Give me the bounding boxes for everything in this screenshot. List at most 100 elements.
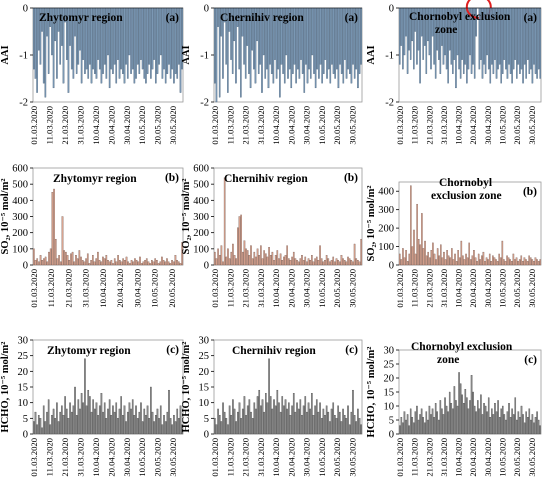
data-bar bbox=[95, 402, 98, 435]
data-bar bbox=[85, 258, 87, 266]
data-bar bbox=[340, 421, 343, 435]
data-bar bbox=[522, 261, 524, 266]
data-bar bbox=[425, 255, 428, 266]
data-bar bbox=[490, 261, 493, 266]
y-tick-label: 0 bbox=[204, 4, 209, 15]
data-bar bbox=[511, 261, 513, 266]
x-tick-label: 21.03.2020 bbox=[60, 438, 70, 477]
data-bar bbox=[464, 389, 467, 435]
data-bar bbox=[94, 408, 96, 435]
x-tick-label: 30.04.2020 bbox=[483, 269, 493, 308]
data-bar bbox=[279, 411, 282, 435]
data-bar bbox=[66, 255, 69, 266]
data-bar bbox=[167, 261, 170, 266]
y-axis-label: SO₂, 10⁻⁵ mol/m² bbox=[181, 179, 192, 255]
y-tick-label: 0 bbox=[389, 261, 394, 272]
data-bar bbox=[71, 251, 74, 266]
data-bar bbox=[92, 255, 94, 266]
data-bar bbox=[493, 257, 496, 266]
y-tick-label: 25 bbox=[199, 351, 210, 362]
data-bar bbox=[478, 408, 481, 435]
panel-title: Chornobyl exclusion zone bbox=[411, 341, 513, 366]
y-axis-label: AAI bbox=[0, 45, 11, 64]
data-bar bbox=[137, 261, 140, 266]
y-tick-label: 5 bbox=[389, 416, 394, 427]
data-bar bbox=[266, 402, 269, 435]
x-tick-label: 20.04.2020 bbox=[106, 438, 116, 477]
title-line: Chornobyl bbox=[439, 177, 492, 189]
x-tick-label: 20.04.2020 bbox=[286, 269, 296, 308]
data-bar bbox=[286, 245, 288, 266]
data-bar bbox=[408, 425, 410, 435]
data-bar bbox=[539, 425, 541, 435]
x-tick-label: 01.03.2020 bbox=[29, 269, 39, 308]
data-bar bbox=[402, 422, 404, 435]
data-bar bbox=[271, 408, 274, 435]
data-bar bbox=[51, 192, 54, 266]
data-bar bbox=[324, 7, 327, 60]
data-bar bbox=[34, 259, 37, 266]
data-bar bbox=[338, 411, 341, 435]
data-bar bbox=[475, 411, 478, 435]
data-bar bbox=[214, 418, 216, 435]
y-tick-label: 20 bbox=[384, 374, 395, 385]
data-bar bbox=[332, 402, 335, 435]
data-bar bbox=[70, 411, 73, 435]
data-bar bbox=[421, 213, 423, 266]
x-tick-label: 01.03.2020 bbox=[210, 269, 220, 308]
data-bar bbox=[441, 408, 443, 435]
data-bar bbox=[218, 255, 221, 266]
y-tick-label: 25 bbox=[18, 351, 29, 362]
title-line: zone bbox=[435, 24, 457, 36]
data-bar bbox=[146, 405, 149, 435]
data-bar bbox=[321, 7, 323, 84]
x-tick-label: 30.05.2020 bbox=[527, 269, 537, 308]
x-tick-label: 20.05.2020 bbox=[153, 106, 163, 145]
data-bar bbox=[526, 417, 529, 435]
data-bar bbox=[151, 411, 154, 435]
data-bar bbox=[113, 258, 116, 266]
data-bar bbox=[329, 7, 332, 84]
y-tick-label: 100 bbox=[378, 242, 394, 253]
y-axis-label: HCHO, 10⁻⁵ mol/m² bbox=[181, 342, 192, 433]
data-bar bbox=[439, 400, 442, 435]
data-bar bbox=[228, 258, 231, 266]
data-bar bbox=[284, 255, 287, 266]
data-bar bbox=[403, 7, 406, 56]
data-bar bbox=[238, 216, 241, 266]
data-bar bbox=[248, 399, 251, 435]
data-bar bbox=[484, 261, 486, 266]
data-bar bbox=[75, 255, 77, 266]
x-tick-label: 11.03.2020 bbox=[225, 106, 235, 144]
data-bar bbox=[469, 400, 471, 435]
x-tick-label: 21.03.2020 bbox=[241, 269, 251, 308]
data-bar bbox=[360, 424, 362, 435]
data-bar bbox=[258, 389, 261, 435]
y-axis-label: HCHO, 10⁻⁵ mol/m² bbox=[0, 342, 11, 433]
data-bar bbox=[110, 259, 113, 266]
data-bar bbox=[256, 396, 259, 435]
data-bar bbox=[118, 259, 121, 266]
data-bar bbox=[451, 248, 453, 266]
data-bar bbox=[458, 372, 460, 435]
data-bar bbox=[107, 259, 109, 266]
plot-frame bbox=[398, 181, 542, 266]
data-bar bbox=[148, 418, 151, 435]
title-line: Chornobyl exclusion bbox=[411, 341, 513, 353]
y-tick-label: 30 bbox=[18, 336, 29, 347]
data-bar bbox=[163, 7, 165, 70]
data-bar bbox=[217, 408, 219, 435]
data-bar bbox=[276, 250, 279, 266]
x-tick-label: 20.05.2020 bbox=[332, 438, 342, 477]
y-tick-label: 10 bbox=[384, 402, 395, 413]
data-bar bbox=[255, 408, 257, 435]
data-bar bbox=[46, 261, 49, 266]
data-bar bbox=[223, 411, 226, 435]
data-bar bbox=[411, 246, 414, 266]
data-bar bbox=[518, 259, 521, 266]
y-tick-label: 200 bbox=[193, 228, 209, 239]
data-bar bbox=[174, 421, 177, 435]
data-bar bbox=[168, 389, 170, 435]
x-tick-label: 30.04.2020 bbox=[302, 106, 312, 145]
y-axis-label: AAI bbox=[181, 45, 192, 64]
